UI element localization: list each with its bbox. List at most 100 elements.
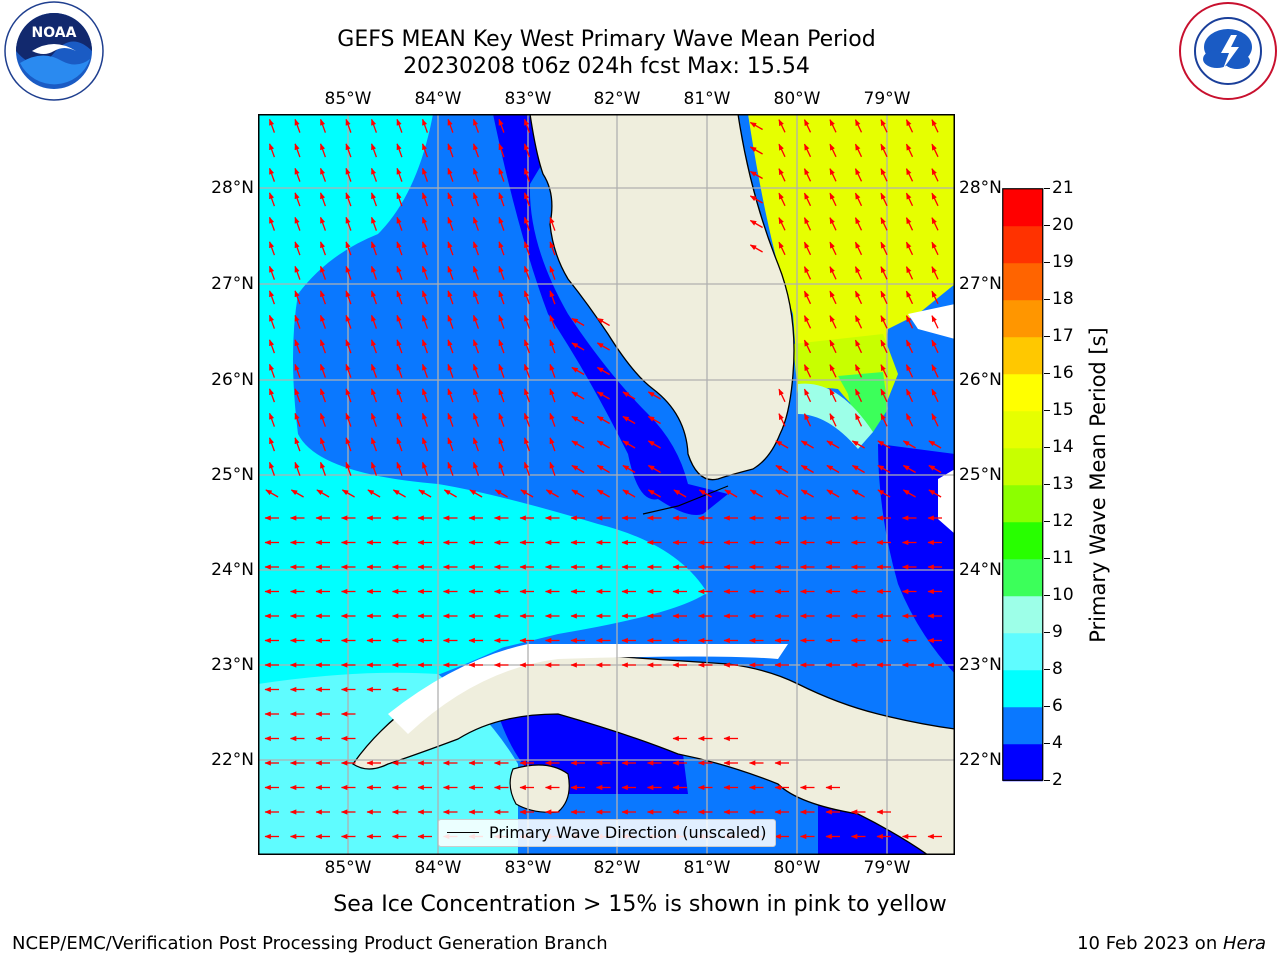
colorbar-label: Primary Wave Mean Period [s] [1086, 327, 1110, 643]
wave-vector-arrow [523, 216, 531, 231]
wave-vector-arrow [778, 413, 786, 427]
wave-vector-arrow [447, 241, 454, 256]
wave-vector-arrow [345, 314, 352, 329]
wave-vector-arrow [370, 437, 378, 452]
colorbar-tick-mark [1044, 336, 1050, 337]
wave-vector-arrow [472, 461, 480, 476]
colorbar-tick-mark [1044, 558, 1050, 559]
wave-vector-arrow [345, 412, 352, 427]
wave-vector-arrow [880, 168, 888, 182]
wave-vector-arrow [523, 314, 531, 329]
wave-vector-arrow [345, 265, 352, 280]
wave-direction-vectors [264, 118, 942, 840]
colorbar-tick-label: 20 [1052, 215, 1074, 235]
legend-line-sample [447, 832, 479, 833]
wave-vector-arrow [803, 266, 812, 280]
wave-vector-arrow [294, 388, 301, 403]
wave-vector-arrow [905, 266, 914, 280]
wave-vector-arrow [523, 265, 531, 280]
colorbar-tick-mark [1044, 632, 1050, 633]
wave-vector-arrow [396, 339, 403, 354]
wave-vector-arrow [880, 217, 888, 231]
wave-vector-arrow [596, 317, 610, 327]
lon-tick-bottom: 80°W [773, 858, 821, 878]
wave-vector-arrow [880, 290, 888, 305]
wave-vector-arrow [829, 241, 837, 256]
wave-vector-arrow [290, 489, 304, 498]
wave-vector-arrow [596, 440, 610, 449]
colorbar-tick-label: 15 [1052, 400, 1074, 420]
lon-tick-bottom: 84°W [414, 858, 462, 878]
wave-vector-arrow [370, 143, 378, 158]
noaa-logo-text: NOAA [32, 25, 77, 41]
wave-vector-arrow [268, 143, 276, 158]
wave-vector-arrow [905, 119, 914, 133]
wave-vector-arrow [931, 266, 939, 280]
colorbar-band [1002, 336, 1043, 375]
wave-vector-arrow [775, 489, 789, 498]
wave-vector-arrow [549, 290, 556, 305]
wave-vector-arrow [472, 290, 480, 305]
wave-vector-arrow [523, 143, 531, 158]
wave-vector-arrow [472, 143, 480, 158]
wave-vector-arrow [902, 440, 916, 449]
wave-vector-arrow [596, 391, 610, 400]
wave-vector-arrow [829, 217, 837, 231]
colorbar-band [1002, 669, 1043, 708]
period-region-14-16-atlantic [748, 114, 955, 416]
wave-vector-arrow [905, 168, 914, 182]
wave-vector-arrow [469, 489, 483, 498]
wave-vector-arrow [396, 216, 403, 231]
wave-vector-arrow [596, 489, 610, 498]
wave-vector-arrow [749, 219, 763, 229]
wave-vector-arrow [421, 388, 429, 403]
wave-vector-arrow [931, 241, 939, 256]
wave-vector-arrow [319, 363, 327, 378]
wave-vector-arrow [268, 437, 276, 452]
wave-vector-arrow [268, 388, 276, 403]
wave-vector-arrow [854, 217, 863, 231]
wave-vector-arrow [345, 339, 352, 354]
wave-vector-arrow [800, 489, 814, 498]
wave-vector-arrow [545, 489, 559, 498]
wave-vector-arrow [498, 388, 505, 403]
lat-tick-right: 25°N [959, 465, 1002, 485]
wave-vector-arrow [571, 489, 585, 498]
wave-vector-arrow [854, 168, 863, 182]
period-region-6-8-west [258, 474, 708, 689]
wave-vector-arrow [421, 363, 429, 378]
colorbar-tick-label: 17 [1052, 326, 1074, 346]
wave-vector-arrow [447, 216, 454, 231]
wave-vector-arrow [443, 489, 457, 498]
wave-vector-arrow [494, 489, 508, 498]
colorbar-band [1002, 188, 1043, 227]
lon-tick-top: 79°W [863, 89, 911, 109]
wave-vector-arrow [803, 388, 812, 403]
wave-vector-arrow [498, 265, 505, 280]
wave-vector-arrow [549, 363, 556, 378]
wave-vector-arrow [803, 413, 812, 427]
wave-vector-arrow [472, 118, 480, 133]
wave-vector-arrow [447, 118, 454, 133]
colorbar-band [1002, 743, 1043, 782]
wave-vector-arrow [319, 143, 327, 158]
lat-tick-left: 26°N [211, 370, 254, 390]
wave-vector-arrow [421, 192, 429, 207]
wave-vector-arrow [829, 192, 837, 207]
colorbar-tick-mark [1044, 225, 1050, 226]
wave-vector-arrow [829, 388, 837, 403]
wave-vector-arrow [854, 388, 863, 403]
lat-tick-left: 22°N [211, 750, 254, 770]
wave-vector-arrow [421, 412, 429, 427]
lon-tick-bottom: 81°W [683, 858, 731, 878]
wave-vector-arrow [396, 265, 403, 280]
colorbar-tick-label: 6 [1052, 696, 1063, 716]
wave-vector-arrow [571, 464, 585, 474]
colorbar-tick-mark [1044, 743, 1050, 744]
wave-vector-arrow [803, 217, 812, 231]
wave-vector-arrow [345, 437, 352, 452]
wave-vector-arrow [447, 437, 454, 452]
wave-vector-arrow [472, 192, 480, 207]
colorbar-tick-mark [1044, 262, 1050, 263]
wave-vector-arrow [800, 464, 814, 474]
